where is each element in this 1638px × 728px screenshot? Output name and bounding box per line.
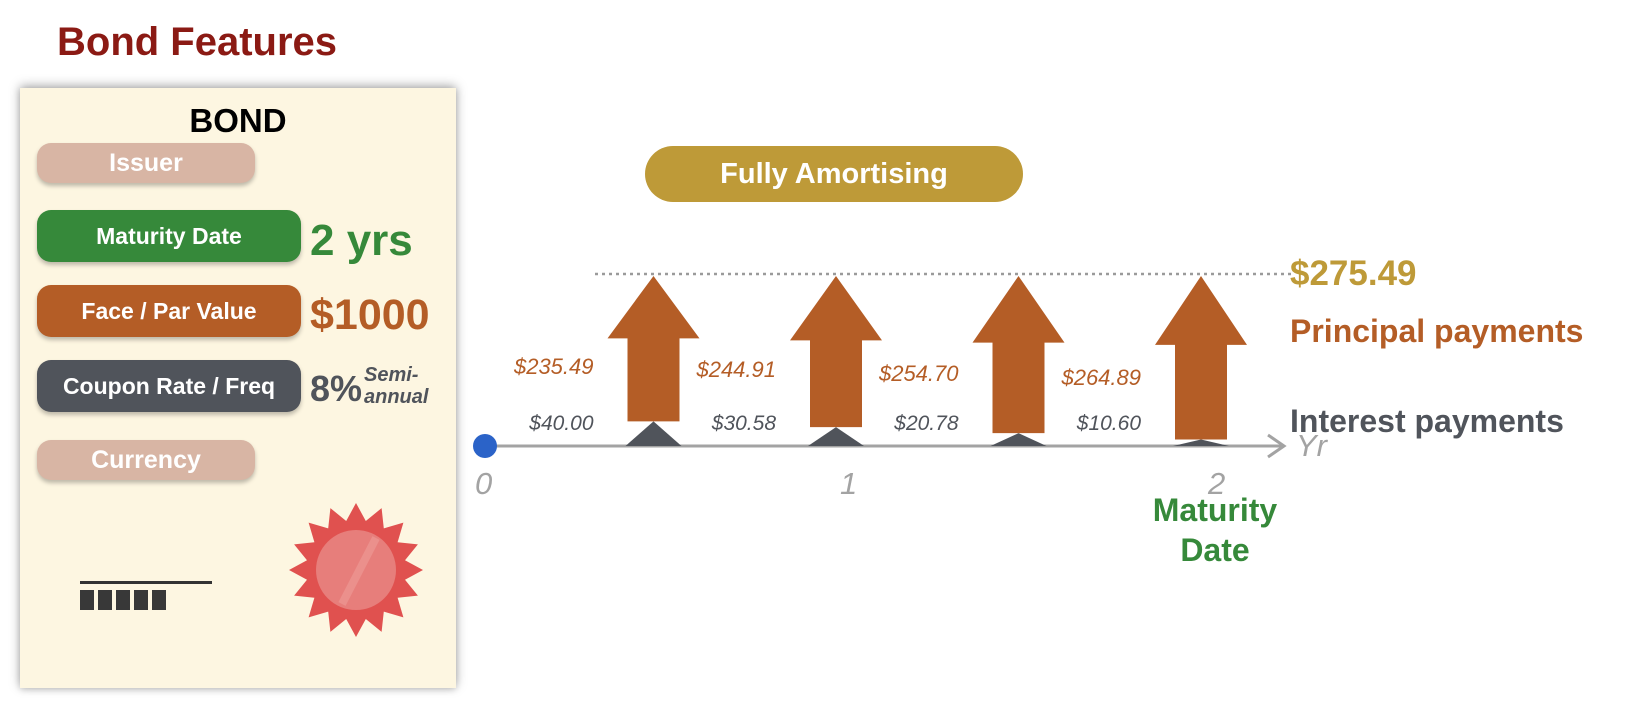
page-title: Bond Features (57, 20, 338, 64)
coupon-rate-value: 8% (310, 368, 363, 409)
coupon-frequency-note: Semi- annual (364, 364, 429, 408)
principal-arrow (607, 276, 700, 422)
interest-arrow (625, 421, 682, 446)
coupon-rate-pill: Coupon Rate / Freq (37, 360, 301, 412)
maturity-date-pill: Maturity Date (37, 210, 301, 262)
axis-arrow-icon (1267, 433, 1287, 459)
principal-amount-label: $264.89 (1061, 364, 1141, 390)
principal-amount-label: $235.49 (513, 353, 594, 379)
origin-dot (473, 434, 497, 458)
tick-label: 0 (475, 466, 493, 501)
fully-amortising-banner (645, 146, 1023, 202)
axis-unit-label: Yr (1296, 428, 1327, 463)
principal-legend: Principal payments (1290, 313, 1584, 349)
principal-arrow (1155, 276, 1247, 440)
barcode-icon (80, 590, 166, 610)
total-payment-label: $275.49 (1290, 254, 1417, 293)
interest-legend: Interest payments (1290, 403, 1564, 439)
interest-arrow (990, 433, 1047, 446)
bond-card: BOND Issuer Maturity Date 2 yrs Face / P… (20, 88, 456, 688)
banner-label: Fully Amortising (720, 157, 948, 190)
currency-pill: Currency (37, 440, 255, 480)
interest-amount-label: $40.00 (529, 412, 594, 435)
principal-amount-label: $244.91 (696, 357, 776, 383)
maturity-date-label: Maturity Date (1152, 492, 1278, 568)
signature-line (80, 581, 212, 584)
principal-arrow (972, 276, 1065, 434)
issuer-pill: Issuer (37, 143, 255, 183)
principal-arrow (790, 276, 882, 428)
tick-label: 2 (1208, 466, 1226, 501)
face-value-pill: Face / Par Value (37, 285, 301, 337)
face-value-value: $1000 (310, 291, 430, 339)
interest-amount-label: $20.78 (894, 412, 959, 435)
interest-amount-label: $10.60 (1076, 412, 1141, 435)
interest-amount-label: $30.58 (711, 412, 776, 435)
maturity-date-value: 2 yrs (310, 216, 413, 265)
card-heading: BOND (189, 102, 287, 139)
interest-arrow (1173, 439, 1229, 446)
tick-label: 1 (840, 466, 858, 501)
seal-icon (289, 503, 423, 637)
principal-amount-label: $254.70 (878, 361, 959, 387)
interest-arrow (808, 427, 864, 446)
